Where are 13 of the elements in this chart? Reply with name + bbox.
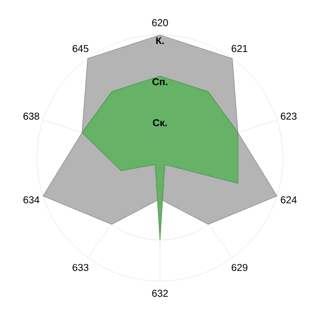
y-tick-label: Ск. [152, 119, 167, 126]
spoke-label: 634 [24, 196, 40, 204]
spoke-label: 620 [152, 19, 168, 26]
spoke-label: 629 [232, 264, 248, 271]
spoke-label: 638 [24, 112, 40, 120]
spoke-label: 632 [152, 290, 168, 297]
spoke-label: 645 [72, 45, 88, 52]
y-tick-label: К. [156, 37, 164, 44]
spoke-label: 623 [280, 112, 297, 120]
spoke-label: 633 [72, 264, 88, 271]
spoke-label: 624 [280, 196, 297, 204]
spoke-label: 621 [232, 45, 248, 52]
y-tick-label: Сп. [152, 78, 168, 86]
